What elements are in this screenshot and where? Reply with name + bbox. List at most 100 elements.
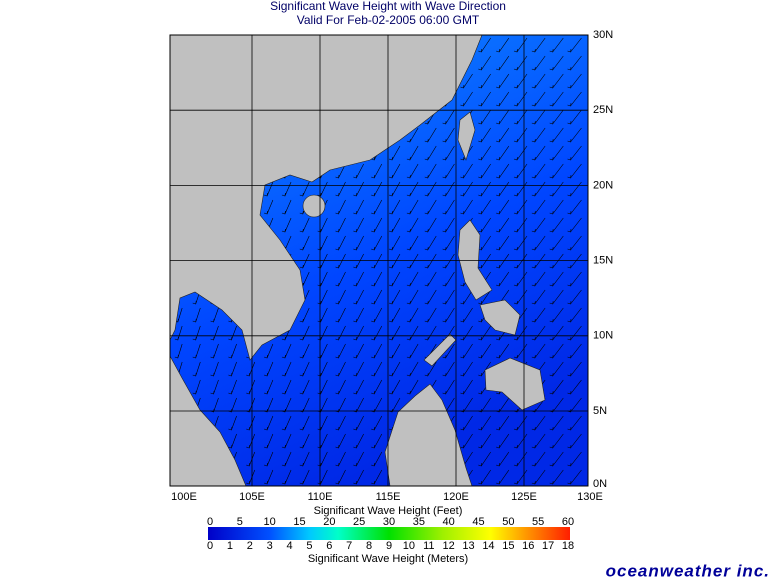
arrow [442,289,455,305]
arrow [424,307,437,323]
arrow [424,289,437,305]
arrow [192,343,201,359]
arrow [192,379,201,395]
arrow [531,109,546,125]
arrow [406,361,419,377]
arrow [424,199,437,215]
arrow [210,325,219,341]
arrow [442,181,455,197]
arrow [371,307,383,323]
arrow [406,127,419,143]
arrow [567,379,582,395]
arrow [496,181,510,197]
arrow [371,235,383,251]
arrow [567,199,582,215]
arrow [549,235,564,251]
arrow [388,145,401,161]
arrow [228,433,237,449]
arrow [335,433,346,449]
arrow [192,325,201,341]
arrow [406,379,419,395]
arrow [424,127,437,143]
arrow [478,217,491,233]
arrow [371,469,383,485]
arrow [299,469,310,485]
arrow [513,37,528,53]
arrow [531,163,546,179]
arrow [442,235,455,251]
meters-tick-label: 1 [227,540,233,552]
feet-tick-label: 50 [502,516,514,528]
arrow [478,145,491,161]
arrow [460,379,473,395]
arrow [406,145,419,161]
arrow [228,325,237,341]
arrow [371,379,383,395]
feet-tick-label: 5 [237,516,243,528]
arrow [478,163,491,179]
arrow [513,91,528,107]
arrow [299,235,310,251]
arrow [388,379,401,395]
arrow [388,361,401,377]
meters-tick-label: 9 [386,540,392,552]
arrow [317,307,328,323]
arrow [496,235,510,251]
arrow [549,127,564,143]
arrow [335,415,346,431]
arrow [388,307,401,323]
arrow [263,433,274,449]
arrow [335,289,346,305]
arrow [531,415,546,431]
arrow [210,379,219,395]
arrow [496,343,510,359]
arrow [353,451,364,467]
arrow [567,91,582,107]
arrow [567,271,582,287]
meters-tick-label: 11 [423,540,434,552]
feet-tick-label: 15 [293,516,305,528]
arrow [317,451,328,467]
arrow [513,163,528,179]
feet-tick-label: 30 [383,516,395,528]
arrow [513,199,528,215]
arrow [531,343,546,359]
arrow [513,109,528,125]
arrow [353,163,364,179]
arrow [353,379,364,395]
arrow [567,217,582,233]
arrow [549,379,564,395]
arrow [353,415,364,431]
arrow [317,271,328,287]
arrow [460,199,473,215]
arrow [513,325,528,341]
arrow [281,217,292,233]
longitude-label: 110E [308,491,333,503]
arrow [496,433,510,449]
arrow [531,433,546,449]
meters-tick-label: 4 [286,540,292,552]
arrow [567,469,582,485]
arrow [263,379,274,395]
arrow [317,235,328,251]
arrow [460,91,473,107]
meters-tick-label: 10 [403,540,415,552]
mainland [169,34,483,361]
arrow [335,361,346,377]
meters-tick-label: 7 [346,540,352,552]
arrow [531,199,546,215]
arrow [263,361,274,377]
arrow [353,325,364,341]
longitude-label: 125E [511,491,537,503]
title: Significant Wave Height with Wave Direct… [270,0,506,13]
arrow [478,73,491,89]
arrow [478,55,491,71]
arrow [513,145,528,161]
arrow [478,37,491,53]
arrow [496,127,510,143]
arrow [460,181,473,197]
arrow [549,307,564,323]
meters-tick-label: 6 [326,540,332,552]
arrow [478,199,491,215]
arrow [460,325,473,341]
